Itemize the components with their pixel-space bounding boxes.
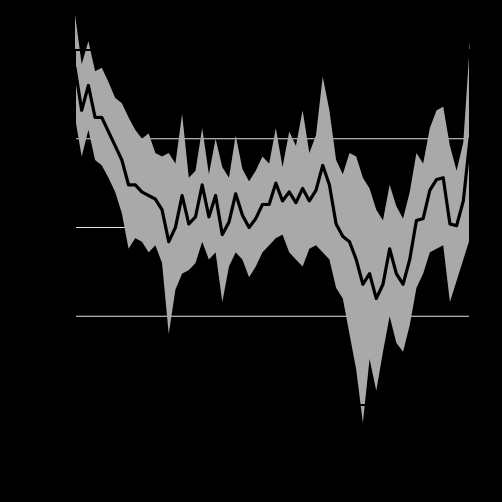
band-line-chart	[0, 0, 502, 502]
